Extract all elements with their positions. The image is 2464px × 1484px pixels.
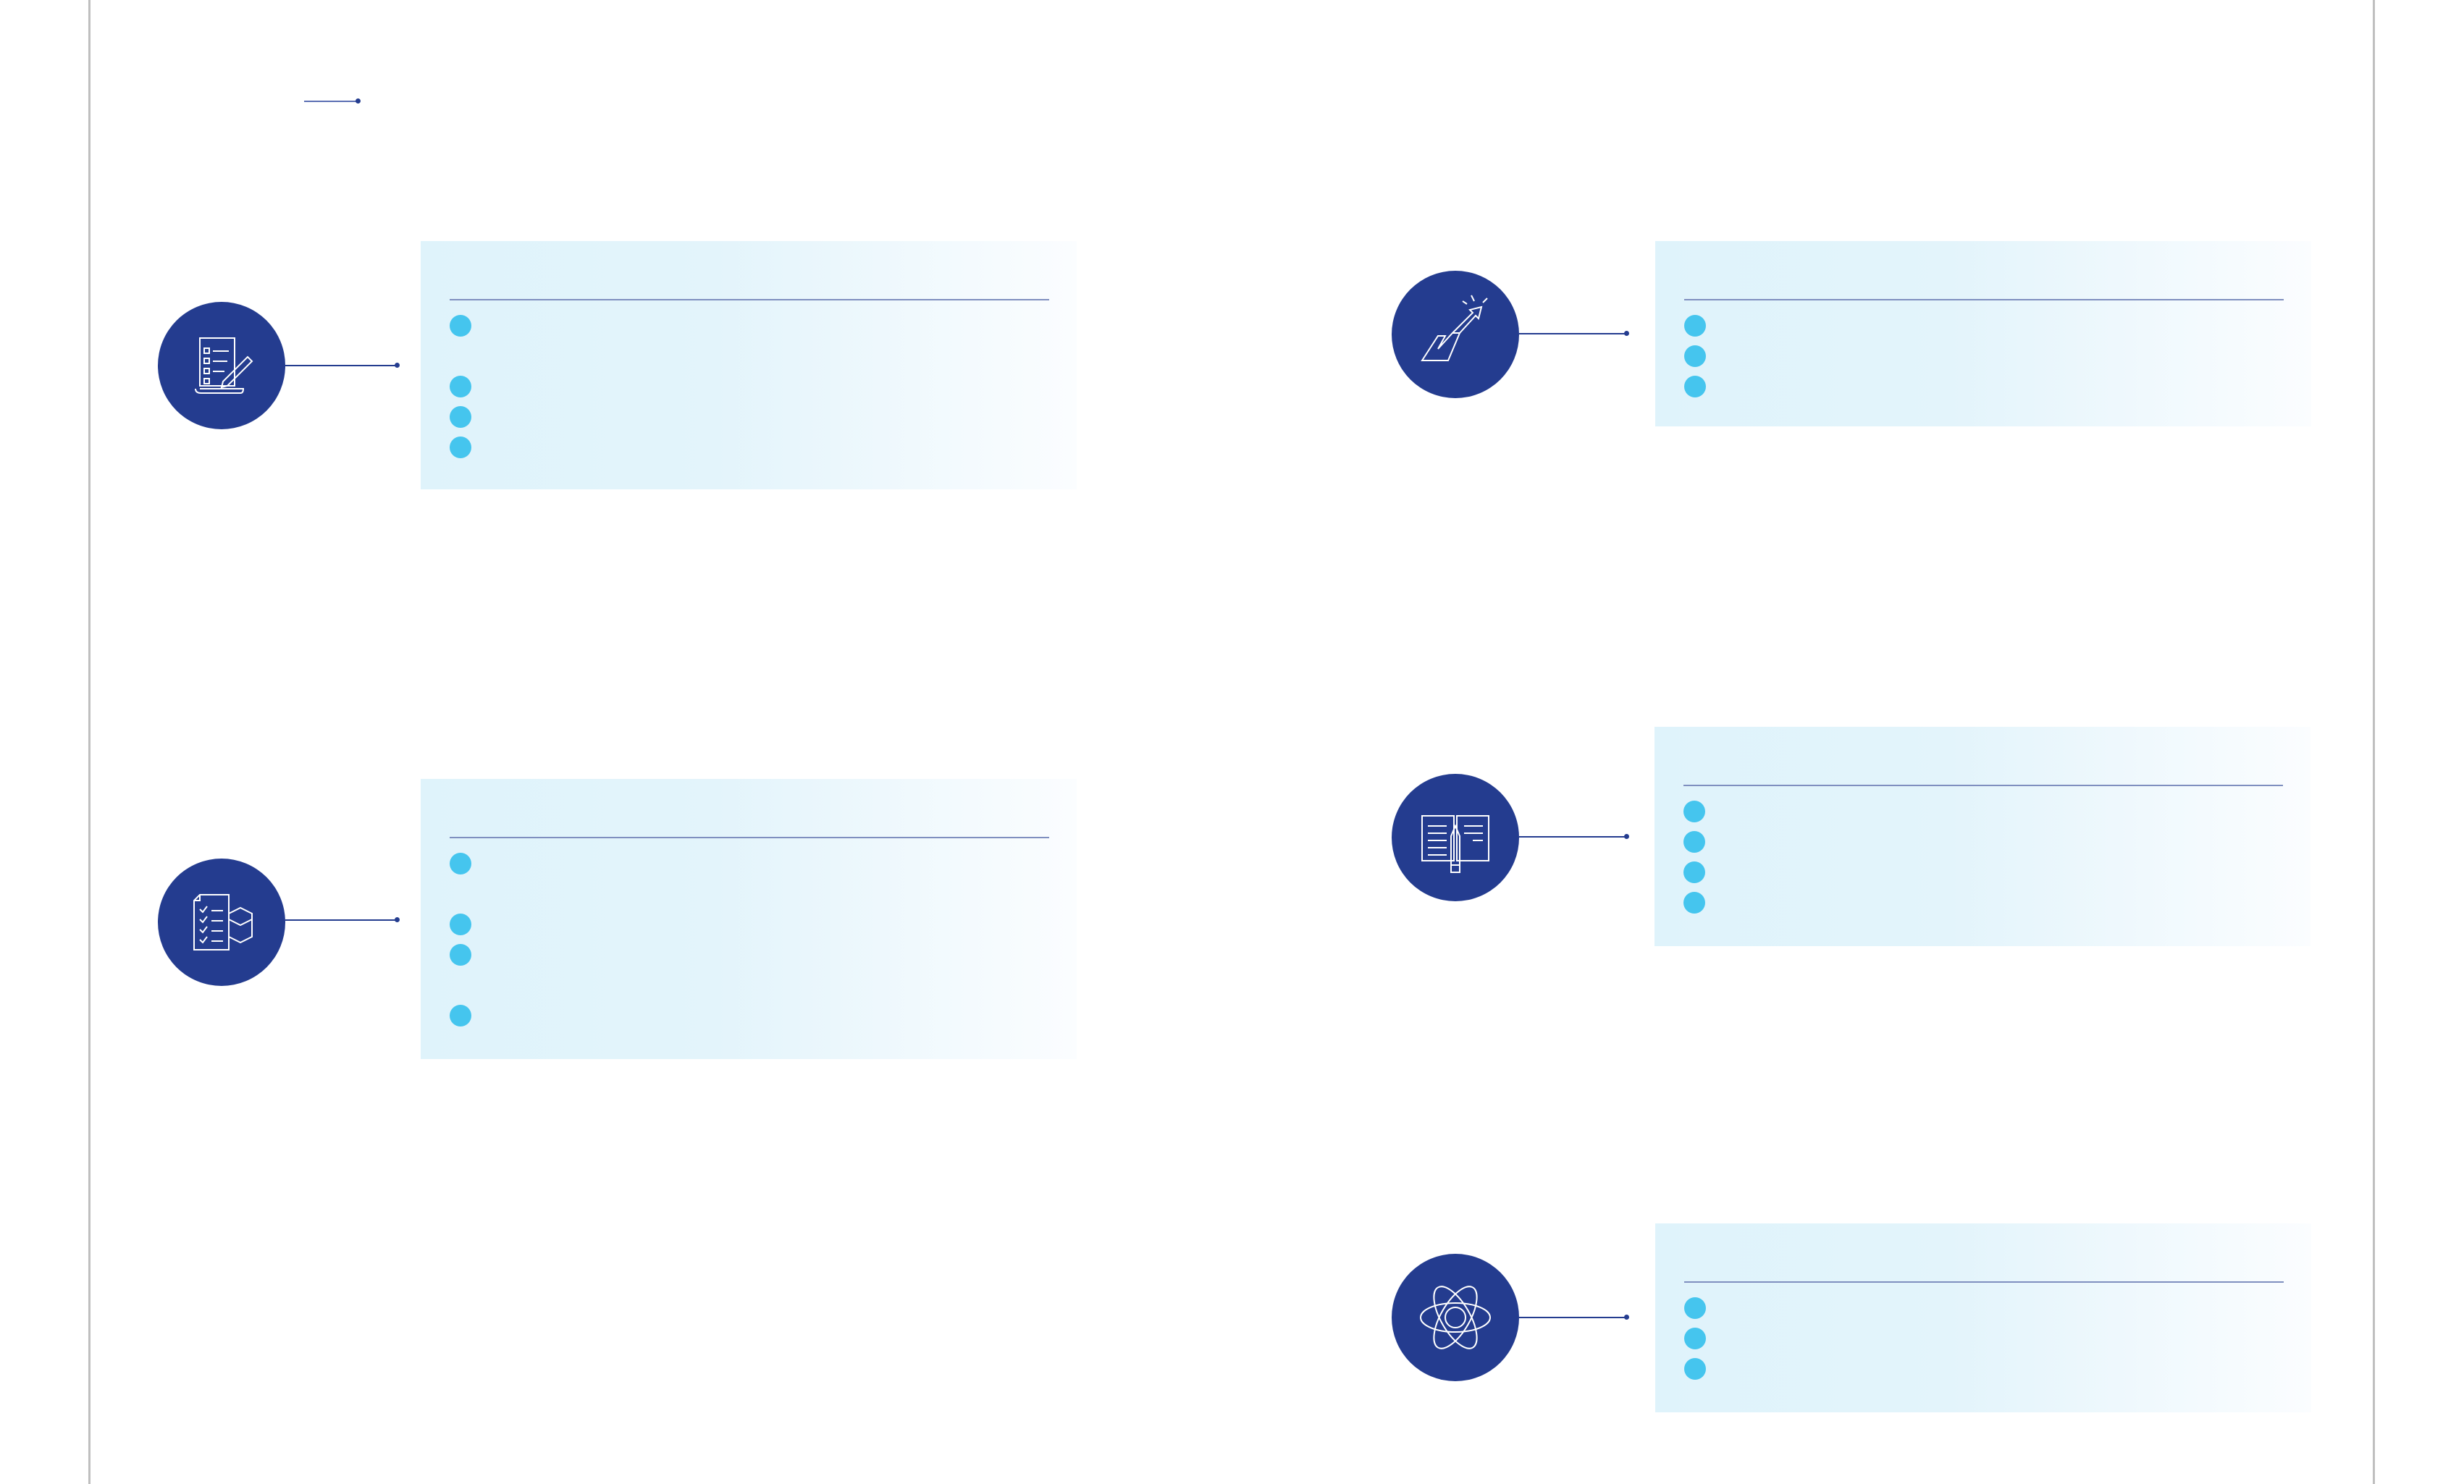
section-card-title xyxy=(450,241,1049,300)
bullet-dot xyxy=(1683,892,1705,914)
section-card-title xyxy=(1683,727,2283,786)
list-item xyxy=(1683,796,2283,827)
bullet-dot xyxy=(450,376,471,397)
bullet-dot xyxy=(450,315,471,337)
left-frame-line xyxy=(88,0,91,1484)
list-item xyxy=(450,1000,1049,1031)
section-card-list xyxy=(450,300,1049,463)
bullet-dot xyxy=(1683,801,1705,822)
section-card-list xyxy=(1683,786,2283,918)
bullet-dot xyxy=(450,944,471,966)
section-card-list xyxy=(1684,300,2284,402)
list-item xyxy=(1684,1293,2284,1323)
section-card-title xyxy=(1684,241,2284,300)
bullet-dot xyxy=(1684,315,1706,337)
atom-icon xyxy=(1420,1286,1491,1349)
right-frame-line xyxy=(2373,0,2375,1484)
header-accent-line xyxy=(304,98,361,104)
section-connector xyxy=(1519,834,1629,839)
section-icon-circle xyxy=(1392,1254,1519,1381)
bullet-dot xyxy=(450,914,471,935)
bullet-dot xyxy=(1683,861,1705,883)
section-icon-circle xyxy=(158,302,285,429)
section-card-title xyxy=(1684,1223,2284,1283)
list-item xyxy=(1683,827,2283,857)
bullet-dot xyxy=(1684,1297,1706,1319)
bullet-dot xyxy=(450,406,471,428)
checklist-pencil-icon xyxy=(195,337,253,394)
bullet-dot xyxy=(1683,831,1705,853)
bullet-dot xyxy=(1684,376,1706,397)
list-item xyxy=(450,848,1049,909)
list-item xyxy=(450,402,1049,432)
list-item xyxy=(1684,1323,2284,1354)
section-card-list xyxy=(1684,1283,2284,1384)
list-item xyxy=(1684,371,2284,402)
list-item xyxy=(450,311,1049,371)
section-connector xyxy=(285,363,400,368)
list-item xyxy=(450,940,1049,1000)
growth-arrow-icon xyxy=(1421,295,1488,361)
list-item xyxy=(450,909,1049,940)
section-card-list xyxy=(450,838,1049,1031)
bullet-dot xyxy=(450,853,471,874)
section-connector xyxy=(285,917,400,922)
checklist-hexagon-icon xyxy=(193,894,253,950)
bullet-dot xyxy=(450,1005,471,1026)
section-connector xyxy=(1519,1315,1629,1320)
open-book-pencil-icon xyxy=(1421,815,1489,873)
section-card xyxy=(421,779,1077,1059)
section-icon-circle xyxy=(1392,271,1519,398)
list-item xyxy=(450,432,1049,463)
section-card xyxy=(421,241,1077,489)
list-item xyxy=(450,371,1049,402)
section-card-title xyxy=(450,779,1049,838)
section-icon-circle xyxy=(1392,774,1519,901)
list-item xyxy=(1684,1354,2284,1384)
bullet-dot xyxy=(1684,1358,1706,1380)
bullet-dot xyxy=(1684,1328,1706,1349)
list-item xyxy=(1683,888,2283,918)
list-item xyxy=(1684,311,2284,341)
section-card xyxy=(1654,727,2310,946)
section-card xyxy=(1655,241,2311,426)
section-icon-circle xyxy=(158,859,285,986)
bullet-dot xyxy=(1684,345,1706,367)
bullet-dot xyxy=(450,437,471,458)
list-item xyxy=(1683,857,2283,888)
section-card xyxy=(1655,1223,2311,1412)
list-item xyxy=(1684,341,2284,371)
section-connector xyxy=(1519,331,1629,336)
